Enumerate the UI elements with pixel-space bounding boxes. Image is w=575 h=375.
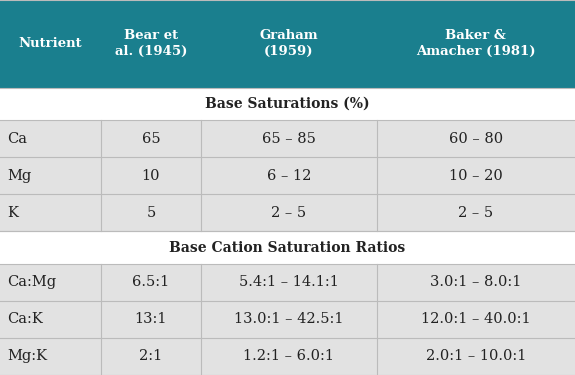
Text: 13:1: 13:1 — [135, 312, 167, 326]
Text: Ca:Mg: Ca:Mg — [7, 275, 56, 289]
Bar — [0, 120, 575, 157]
Bar — [0, 264, 575, 301]
Text: Baker &
Amacher (1981): Baker & Amacher (1981) — [416, 30, 535, 58]
Text: 65: 65 — [141, 132, 160, 146]
Text: Ca: Ca — [7, 132, 27, 146]
Bar — [0, 338, 575, 375]
Text: 2 – 5: 2 – 5 — [458, 206, 493, 220]
Text: Nutrient: Nutrient — [18, 38, 82, 51]
Text: Graham
(1959): Graham (1959) — [260, 30, 318, 58]
Text: 2.0:1 – 10.0:1: 2.0:1 – 10.0:1 — [426, 350, 526, 363]
Bar — [0, 88, 575, 120]
Text: Ca:K: Ca:K — [7, 312, 43, 326]
Text: K: K — [7, 206, 18, 220]
Text: 3.0:1 – 8.0:1: 3.0:1 – 8.0:1 — [430, 275, 522, 289]
Bar — [0, 157, 575, 194]
Text: Base Saturations (%): Base Saturations (%) — [205, 97, 370, 111]
Bar — [0, 194, 575, 231]
Bar — [0, 0, 575, 88]
Text: Mg:K: Mg:K — [7, 350, 47, 363]
Text: 65 – 85: 65 – 85 — [262, 132, 316, 146]
Text: 13.0:1 – 42.5:1: 13.0:1 – 42.5:1 — [234, 312, 344, 326]
Text: 2:1: 2:1 — [139, 350, 163, 363]
Text: 6 – 12: 6 – 12 — [267, 169, 311, 183]
Text: 12.0:1 – 40.0:1: 12.0:1 – 40.0:1 — [421, 312, 531, 326]
Text: 6.5:1: 6.5:1 — [132, 275, 170, 289]
Text: 5: 5 — [146, 206, 156, 220]
Text: 10: 10 — [141, 169, 160, 183]
Text: 5.4:1 – 14.1:1: 5.4:1 – 14.1:1 — [239, 275, 339, 289]
Bar — [0, 301, 575, 338]
Text: Mg: Mg — [7, 169, 31, 183]
Text: 1.2:1 – 6.0:1: 1.2:1 – 6.0:1 — [243, 350, 335, 363]
Text: 60 – 80: 60 – 80 — [448, 132, 503, 146]
Text: 2 – 5: 2 – 5 — [271, 206, 306, 220]
Text: Bear et
al. (1945): Bear et al. (1945) — [115, 30, 187, 58]
Text: Base Cation Saturation Ratios: Base Cation Saturation Ratios — [170, 240, 405, 255]
Bar — [0, 231, 575, 264]
Text: 10 – 20: 10 – 20 — [449, 169, 503, 183]
